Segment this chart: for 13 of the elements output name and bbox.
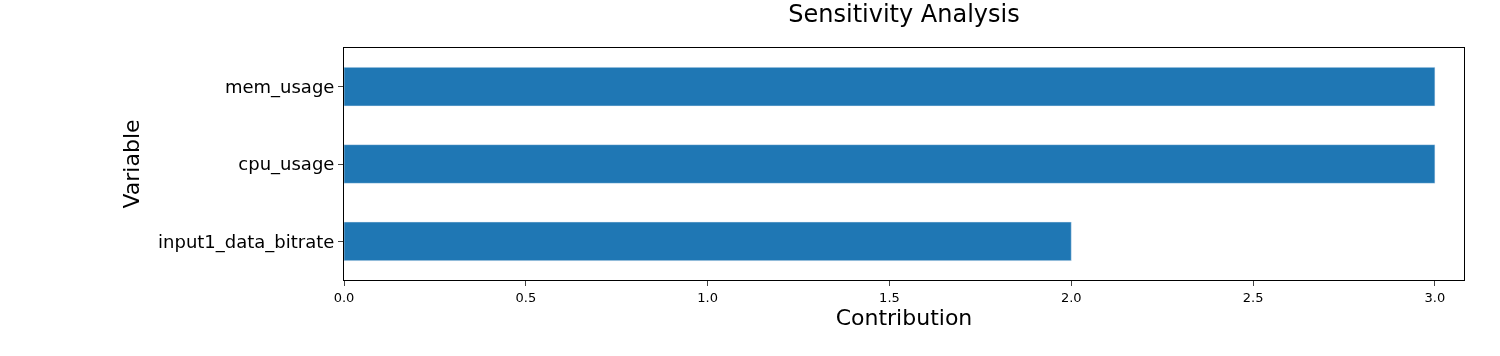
x-tick-label: 0.5 [515, 289, 537, 305]
x-tick-label: 2.0 [1060, 289, 1082, 305]
x-tick-label: 0.0 [333, 289, 355, 305]
x-axis-title: Contribution [835, 304, 973, 330]
y-tick-label: cpu_usage [238, 153, 335, 176]
x-tick-label: 2.5 [1242, 289, 1264, 305]
y-tick-label: input1_data_bitrate [158, 230, 335, 253]
y-tick-label: mem_usage [224, 75, 335, 98]
x-tick-label: 3.0 [1424, 289, 1446, 305]
chart-title: Sensitivity Analysis [788, 0, 1020, 29]
y-axis-title: Variable [118, 119, 144, 209]
x-tick-label: 1.5 [879, 289, 900, 305]
x-tick-label: 1.0 [697, 289, 718, 305]
